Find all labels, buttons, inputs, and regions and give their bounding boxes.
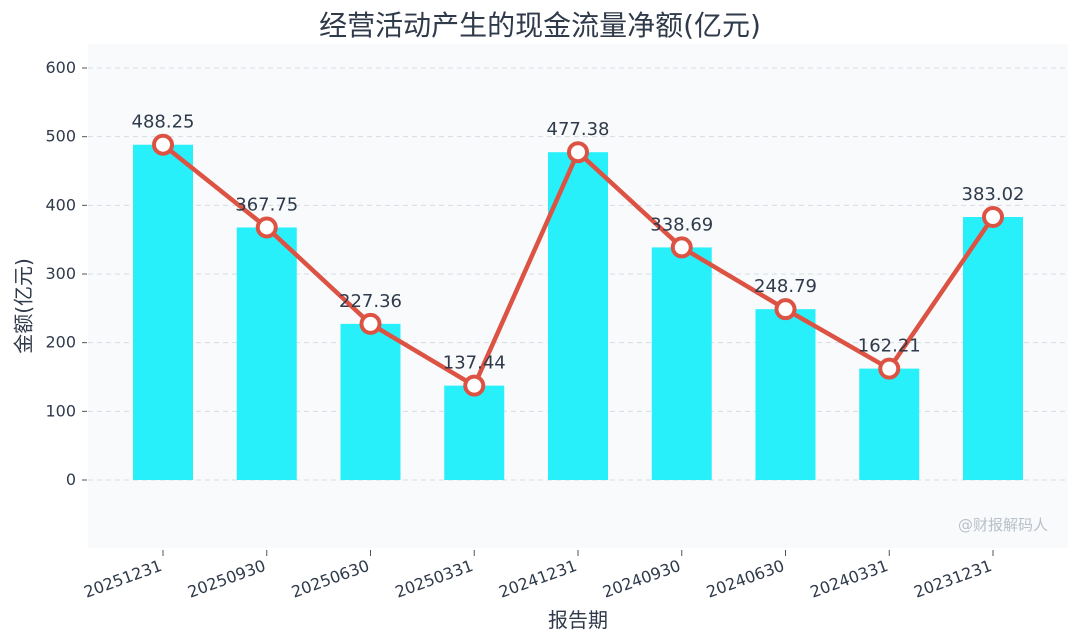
y-tick-label: 0 [66,470,76,489]
bar [963,216,1023,481]
data-label: 367.75 [235,194,298,215]
line-point [982,205,1004,228]
data-label: 338.69 [650,214,713,235]
line-point [255,216,278,239]
line-point [463,374,486,397]
line-point [670,236,693,259]
watermark: @财报解码人 [957,516,1048,534]
y-tick-label: 300 [45,264,76,283]
data-label: 227.36 [339,291,402,312]
bar [236,227,297,480]
data-label: 477.38 [547,119,610,140]
x-axis-label: 报告期 [548,608,608,632]
x-tick-label: 20240630 [704,556,787,602]
data-label: 162.21 [858,336,921,357]
x-tick-label: 20250630 [289,556,372,602]
bar [651,247,712,480]
bar [340,323,401,480]
data-label: 137.44 [443,353,506,374]
y-tick-label: 600 [45,58,76,77]
line-point [878,357,901,380]
bar [755,309,816,480]
bar [859,368,920,480]
bar [133,144,193,481]
data-label: 488.25 [132,112,195,133]
bar [548,152,608,480]
x-tick-label: 20240331 [808,556,891,602]
line-point [567,141,589,164]
x-tick-label: 20251231 [81,556,164,602]
x-tick-label: 20241231 [496,556,579,602]
x-tick-label: 20250331 [393,556,476,602]
data-label: 248.79 [754,276,817,297]
line-point [774,298,797,321]
data-label: 383.02 [962,184,1025,205]
y-tick-label: 400 [45,195,76,214]
bar [444,385,505,480]
line-point [152,133,174,156]
y-tick-label: 500 [45,127,76,146]
x-tick-label: 20231231 [911,556,994,602]
y-tick-label: 100 [45,401,76,420]
x-tick-label: 20240930 [600,556,683,602]
x-tick-label: 20250930 [185,556,268,602]
chart-title: 经营活动产生的现金流量净额(亿元) [319,9,761,42]
line-point [359,312,382,335]
y-tick-label: 200 [45,333,76,352]
